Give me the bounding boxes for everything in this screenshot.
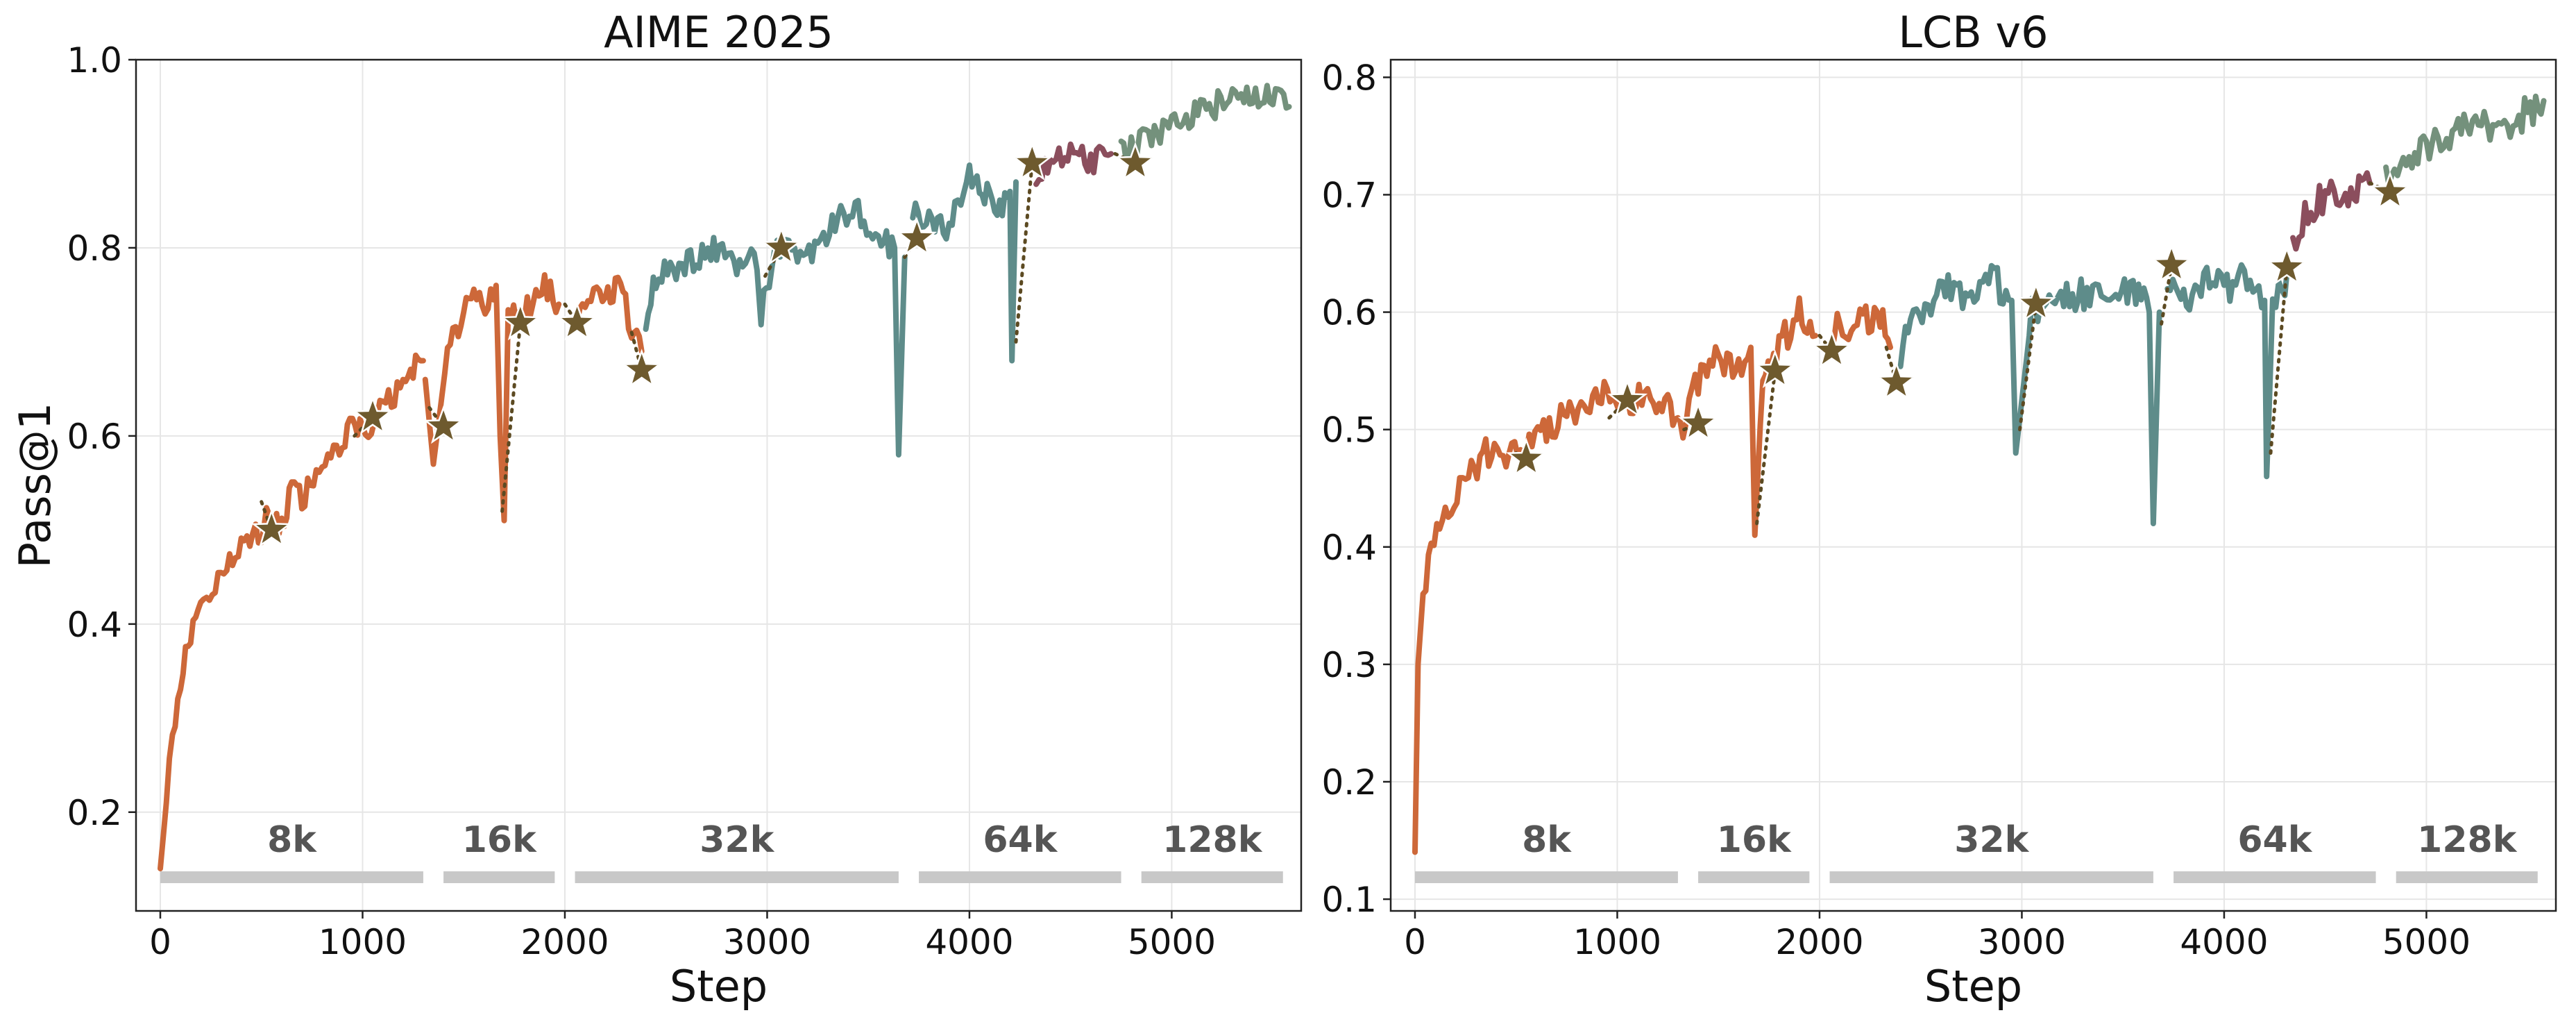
checkpoint-link (1014, 161, 1034, 344)
context-bar (2174, 871, 2376, 883)
x-tick-label: 4000 (925, 922, 1013, 962)
x-tick-label: 3000 (723, 922, 811, 962)
chart-title: AIME 2025 (604, 7, 833, 58)
context-bar (919, 871, 1121, 883)
context-label: 16k (1717, 819, 1792, 861)
series-line-64k-tail (1033, 141, 1114, 187)
context-label: 8k (267, 819, 317, 861)
checkpoint-star (2015, 282, 2057, 321)
series-line-16k-b (572, 274, 645, 354)
y-tick-label: 0.2 (1321, 762, 1377, 803)
series-line-128k (2383, 93, 2547, 187)
context-label: 32k (700, 819, 774, 861)
context-label: 32k (1954, 819, 2029, 861)
context-bar (1414, 871, 1678, 883)
series-line-8k (158, 352, 426, 871)
context-bar (1698, 871, 1810, 883)
context-label: 8k (1522, 819, 1572, 861)
checkpoint-star (621, 349, 662, 387)
x-tick-label: 5000 (2382, 922, 2471, 962)
checkpoint-star (1115, 142, 1156, 181)
x-axis-label: Step (670, 961, 768, 1012)
checkpoint-star (557, 301, 598, 341)
x-tick-label: 2000 (1775, 922, 1863, 962)
x-axis-label: Step (1924, 961, 2022, 1012)
y-tick-label: 0.6 (1321, 293, 1377, 333)
x-tick-label: 0 (1404, 922, 1426, 962)
context-label: 128k (2417, 819, 2518, 861)
y-tick-label: 0.7 (1321, 175, 1377, 215)
context-bar (575, 871, 899, 883)
checkpoint-star (423, 405, 464, 444)
series-line-16k (1677, 295, 1819, 538)
axes-frame (135, 58, 1303, 912)
checkpoint-star (500, 301, 541, 341)
checkpoint-star (251, 508, 292, 548)
series-line-64k-tail (2290, 170, 2373, 252)
chart-title: LCB v6 (1898, 7, 2048, 58)
plot-area (136, 60, 1301, 911)
checkpoint-star (2151, 244, 2192, 283)
series-line-16k-b (1827, 303, 1893, 353)
context-bar (1141, 871, 1283, 883)
axes-frame (1389, 58, 2557, 912)
y-tick-label: 0.4 (67, 605, 122, 645)
context-bar (160, 871, 423, 883)
y-tick-label: 0.1 (1321, 880, 1377, 920)
series-line-64k (910, 162, 1019, 364)
x-tick-label: 4000 (2180, 922, 2268, 962)
y-tick-label: 1.0 (67, 40, 122, 81)
series-line-16k (422, 272, 562, 523)
x-tick-label: 1000 (319, 922, 407, 962)
y-tick-label: 0.6 (67, 417, 122, 457)
checkpoint-star (352, 396, 393, 435)
context-label: 64k (2237, 819, 2312, 861)
checkpoint-link (500, 321, 523, 513)
checkpoint-link (2269, 265, 2289, 455)
context-bar (1829, 871, 2153, 883)
series-line-128k (1118, 83, 1292, 165)
checkpoint-star (2266, 246, 2307, 285)
chart-panel-1: 8k 16k 32k 64k 128k 0 1000 2000 3000 4000 5000 0.2 0… (10, 7, 1303, 1012)
y-tick-label: 0.4 (1321, 528, 1377, 568)
x-tick-label: 3000 (1978, 922, 2066, 962)
checkpoint-star (1677, 402, 1719, 442)
context-bar (2396, 871, 2538, 883)
chart-panel-2: 8k 16k 32k 64k 128k 0 1000 2000 3000 4000 5000 0.1 0… (1321, 7, 2557, 1012)
y-tick-label: 0.5 (1321, 410, 1377, 451)
checkpoint-star (761, 226, 802, 265)
checkpoint-star (1506, 437, 1547, 476)
y-tick-label: 0.2 (67, 793, 122, 833)
checkpoint-star (1754, 349, 1796, 389)
checkpoint-star (1607, 378, 1648, 418)
checkpoint-star (896, 217, 938, 256)
checkpoint-link (1755, 369, 1777, 526)
y-axis-label: Pass@1 (10, 403, 60, 569)
context-label: 16k (462, 819, 537, 861)
x-tick-label: 0 (149, 922, 171, 962)
x-tick-label: 2000 (520, 922, 609, 962)
context-label: 128k (1162, 819, 1263, 861)
context-bar (443, 871, 555, 883)
checkpoint-link (1884, 345, 1899, 385)
series-line-32k (1897, 262, 2162, 526)
y-tick-label: 0.8 (67, 228, 122, 269)
y-tick-label: 0.8 (1321, 58, 1377, 98)
x-tick-label: 1000 (1573, 922, 1661, 962)
y-tick-label: 0.3 (1321, 645, 1377, 685)
context-label: 64k (983, 819, 1058, 861)
checkpoint-star (1811, 329, 1852, 369)
plot-area (1391, 60, 2556, 911)
checkpoint-star (1012, 142, 1053, 181)
checkpoint-star (2369, 171, 2411, 210)
series-line-64k (2164, 260, 2294, 480)
checkpoint-star (1876, 361, 1917, 400)
x-tick-label: 5000 (1128, 922, 1216, 962)
